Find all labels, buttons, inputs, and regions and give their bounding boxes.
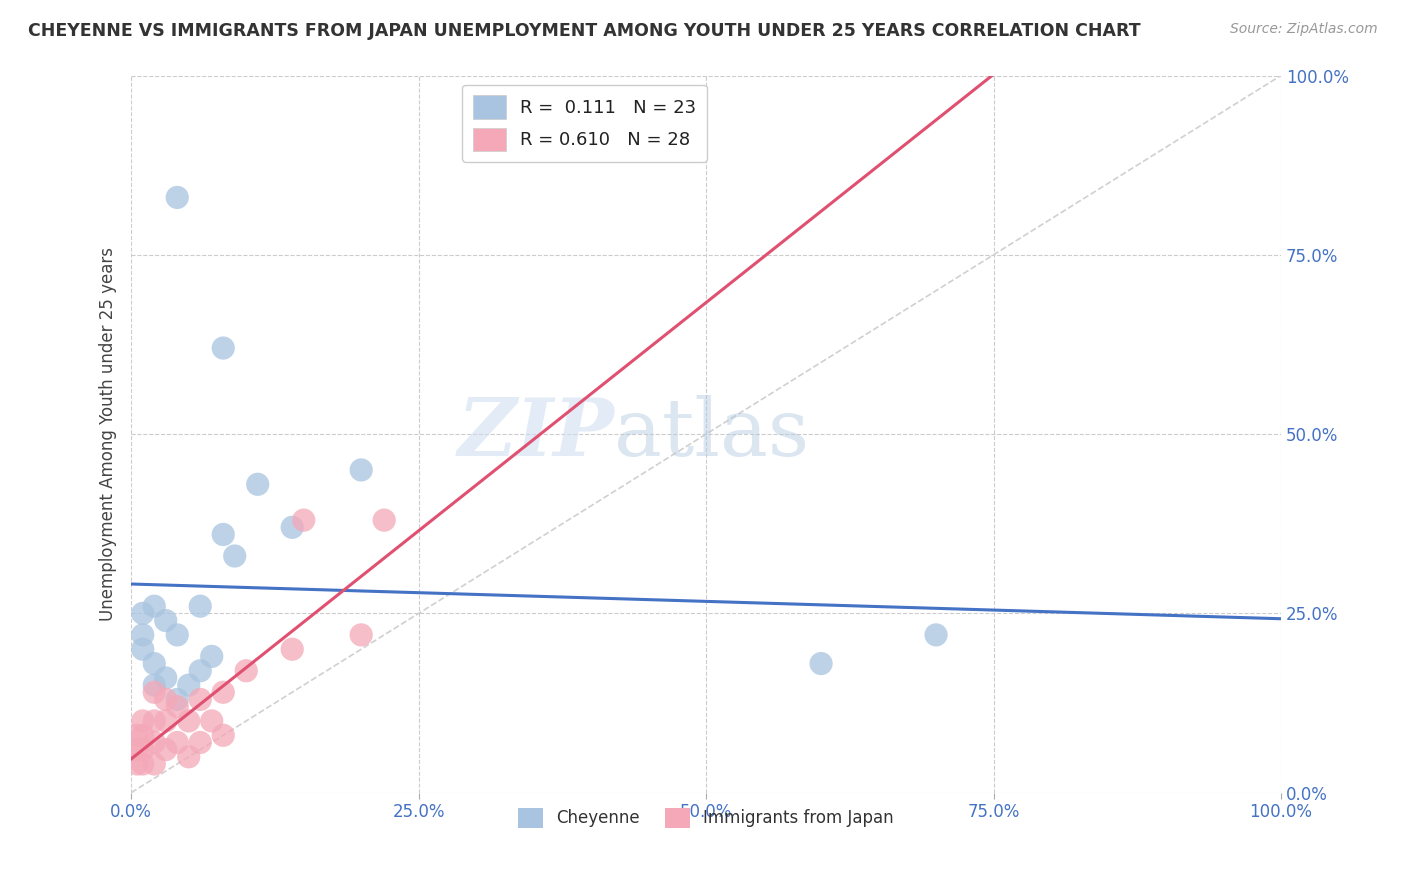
Point: [373, 513, 395, 527]
Point: [212, 685, 235, 699]
Point: [212, 341, 235, 355]
Point: [188, 692, 211, 706]
Point: [166, 190, 188, 204]
Point: [166, 699, 188, 714]
Text: Source: ZipAtlas.com: Source: ZipAtlas.com: [1230, 22, 1378, 37]
Point: [143, 678, 166, 692]
Point: [155, 614, 177, 628]
Point: [132, 628, 155, 642]
Point: [143, 685, 166, 699]
Point: [155, 692, 177, 706]
Point: [166, 735, 188, 749]
Point: [212, 728, 235, 742]
Y-axis label: Unemployment Among Youth under 25 years: Unemployment Among Youth under 25 years: [100, 247, 117, 621]
Point: [155, 671, 177, 685]
Point: [132, 642, 155, 657]
Point: [177, 749, 200, 764]
Point: [166, 692, 188, 706]
Point: [125, 728, 148, 742]
Point: [143, 756, 166, 771]
Legend: Cheyenne, Immigrants from Japan: Cheyenne, Immigrants from Japan: [512, 801, 901, 835]
Point: [143, 657, 166, 671]
Point: [155, 742, 177, 756]
Point: [155, 714, 177, 728]
Point: [201, 714, 224, 728]
Point: [810, 657, 832, 671]
Point: [224, 549, 246, 563]
Point: [143, 714, 166, 728]
Point: [925, 628, 948, 642]
Point: [188, 664, 211, 678]
Point: [132, 728, 155, 742]
Point: [166, 628, 188, 642]
Text: ZIP: ZIP: [457, 395, 614, 473]
Point: [132, 607, 155, 621]
Point: [281, 520, 304, 534]
Point: [188, 599, 211, 614]
Point: [132, 742, 155, 756]
Point: [246, 477, 269, 491]
Point: [125, 742, 148, 756]
Point: [125, 756, 148, 771]
Point: [143, 735, 166, 749]
Text: CHEYENNE VS IMMIGRANTS FROM JAPAN UNEMPLOYMENT AMONG YOUTH UNDER 25 YEARS CORREL: CHEYENNE VS IMMIGRANTS FROM JAPAN UNEMPL…: [28, 22, 1140, 40]
Point: [350, 628, 373, 642]
Point: [235, 664, 257, 678]
Point: [143, 599, 166, 614]
Point: [350, 463, 373, 477]
Point: [188, 735, 211, 749]
Point: [132, 756, 155, 771]
Point: [201, 649, 224, 664]
Point: [281, 642, 304, 657]
Point: [212, 527, 235, 541]
Text: atlas: atlas: [614, 395, 810, 473]
Point: [132, 714, 155, 728]
Point: [292, 513, 315, 527]
Point: [177, 714, 200, 728]
Point: [177, 678, 200, 692]
